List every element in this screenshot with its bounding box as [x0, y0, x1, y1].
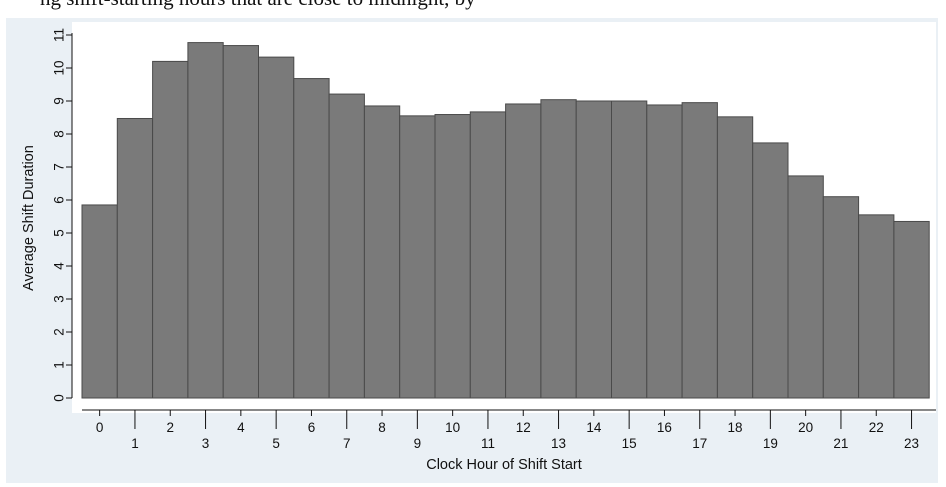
- x-tick-label: 22: [869, 420, 884, 435]
- bar-hour-5: [258, 56, 295, 399]
- x-tick-label: 11: [481, 436, 495, 451]
- bar-hour-9: [399, 115, 436, 399]
- x-tick-label: 23: [904, 436, 919, 451]
- x-tick-label: 21: [833, 436, 848, 451]
- y-tick-label: 5: [52, 229, 67, 237]
- x-tick-label: 7: [343, 436, 351, 451]
- x-tick-label: 8: [378, 420, 386, 435]
- x-tick-label: 0: [96, 420, 104, 435]
- x-tick-label: 10: [445, 420, 460, 435]
- bar-hour-13: [540, 99, 577, 399]
- bar-hour-16: [646, 104, 683, 399]
- y-tick-label: 2: [52, 328, 67, 336]
- x-tick-label: 1: [131, 436, 139, 451]
- bar-hour-14: [575, 100, 613, 399]
- x-tick-label: 2: [166, 420, 174, 435]
- bar-hour-22: [858, 214, 895, 399]
- bar-hour-8: [363, 105, 401, 399]
- bar-hour-4: [222, 45, 259, 399]
- y-tick-label: 6: [52, 196, 67, 204]
- bar-hour-20: [787, 175, 824, 399]
- x-tick-label: 4: [237, 420, 245, 435]
- bar-hour-3: [187, 42, 224, 399]
- x-tick-label: 19: [763, 436, 778, 451]
- figure-caption: ng shift-starting hours that are close t…: [40, 0, 476, 11]
- bar-hour-7: [328, 93, 365, 399]
- y-axis-title: Average Shift Duration: [21, 145, 37, 291]
- y-tick-label: 9: [52, 97, 67, 105]
- bar-hour-18: [716, 116, 754, 399]
- bar-hour-0: [81, 204, 118, 399]
- chart-panel: 0 1 2 3 4 5 6 7 8 9 10 11 0 1 2 3 4 5 6 7 8 9 10 11 12 13 14 15 16 1…: [6, 18, 938, 483]
- bar-hour-23: [893, 220, 930, 399]
- x-tick-label: 20: [798, 420, 813, 435]
- x-tick-label: 5: [272, 436, 280, 451]
- bar-hour-12: [505, 103, 542, 399]
- x-tick-label: 6: [308, 420, 316, 435]
- x-tick-label: 17: [692, 436, 707, 451]
- y-tick-label: 4: [52, 262, 67, 270]
- x-tick-label: 3: [202, 436, 210, 451]
- y-tick-label: 7: [52, 163, 67, 171]
- y-tick-label: 8: [52, 130, 67, 138]
- x-tick-label: 12: [516, 420, 531, 435]
- bar-hour-21: [822, 196, 860, 399]
- bars: [81, 42, 930, 399]
- x-tick-label: 14: [586, 420, 602, 435]
- x-tick-label: 16: [657, 420, 672, 435]
- x-tick-label: 18: [728, 420, 743, 435]
- y-tick-label: 10: [52, 60, 67, 75]
- bar-hour-6: [293, 78, 330, 399]
- bar-hour-10: [434, 114, 471, 399]
- bar-hour-15: [611, 100, 648, 399]
- bar-hour-19: [752, 142, 789, 399]
- x-axis-title: Clock Hour of Shift Start: [426, 457, 582, 473]
- y-tick-label: 11: [52, 28, 67, 42]
- bar-hour-1: [116, 117, 154, 399]
- y-axis-ticks: 0 1 2 3 4 5 6 7 8 9 10 11: [52, 28, 72, 402]
- x-tick-label: 15: [622, 436, 637, 451]
- y-tick-label: 0: [52, 394, 67, 402]
- bar-hour-17: [681, 102, 718, 399]
- bar-hour-11: [469, 111, 507, 399]
- x-tick-label: 9: [414, 436, 422, 451]
- bar-hour-2: [152, 60, 189, 399]
- y-tick-label: 1: [52, 361, 67, 369]
- x-tick-label: 13: [551, 436, 566, 451]
- y-tick-label: 3: [52, 295, 67, 303]
